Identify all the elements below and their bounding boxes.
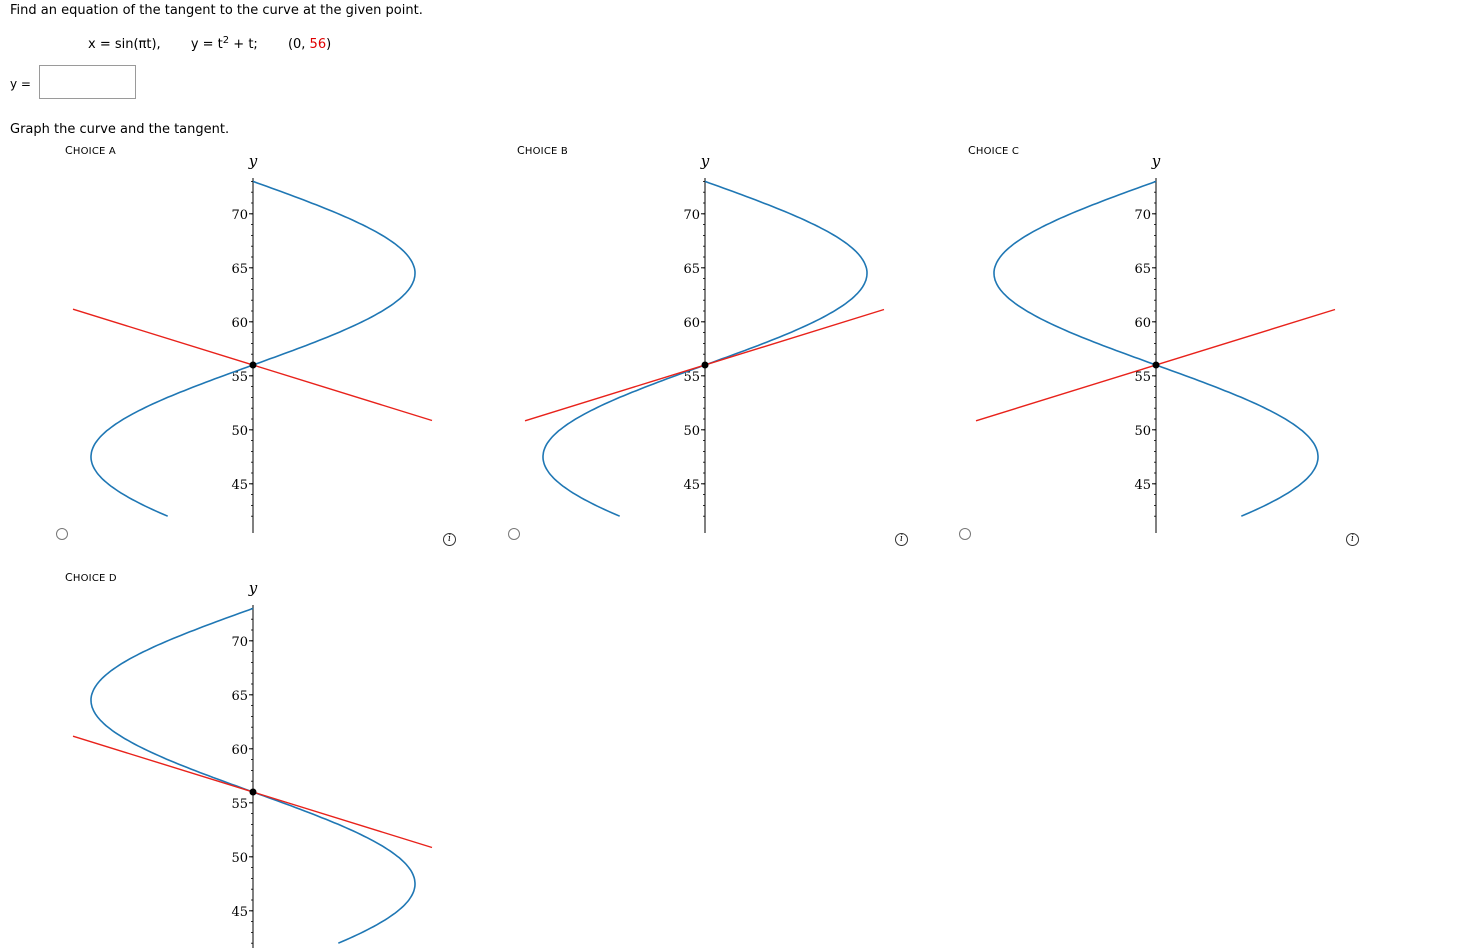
- choice-d-label-rest: HOICE D: [72, 573, 117, 584]
- y-tick-label: 70: [231, 635, 248, 650]
- given-point-value: 56: [309, 37, 327, 53]
- tangent-point: [701, 361, 709, 369]
- choice-d-label-initial: C: [65, 571, 73, 584]
- parametric-curve: [90, 607, 416, 944]
- y-tick-label: 60: [1134, 316, 1151, 331]
- y-axis-label: y: [700, 152, 710, 170]
- choice-a-label-initial: C: [65, 144, 73, 157]
- y-tick-label: 60: [231, 743, 248, 758]
- choice-c-label-rest: HOICE C: [975, 146, 1020, 157]
- y-tick-label: 65: [231, 689, 248, 704]
- parametric-curve: [90, 180, 416, 517]
- y-tick-label: 60: [683, 316, 700, 331]
- choice-c-radio[interactable]: [959, 528, 971, 540]
- question-prompt: Find an equation of the tangent to the c…: [10, 3, 423, 18]
- given-point: (0, 56): [288, 37, 331, 52]
- x-equation: x = sin(πt),: [88, 37, 161, 53]
- y-tick-label: 45: [231, 905, 248, 920]
- y-tick-label: 70: [1134, 208, 1151, 223]
- choice-c-label-initial: C: [968, 144, 976, 157]
- y-tick-label: 55: [683, 370, 700, 385]
- y-tick-label: 65: [683, 262, 700, 277]
- choice-a-label: CHOICE A: [65, 144, 116, 157]
- tangent-point: [1152, 361, 1160, 369]
- y-tick-label: 55: [231, 370, 248, 385]
- given-point-open: (0,: [287, 37, 310, 53]
- y-equation-base: y = t: [190, 37, 223, 53]
- y-tick-label: 45: [231, 478, 248, 493]
- choice-d-label: CHOICE D: [65, 571, 117, 584]
- y-tick-label: 70: [683, 208, 700, 223]
- answer-label: y =: [10, 77, 31, 91]
- choice-b-label: CHOICE B: [517, 144, 568, 157]
- choice-c-info-icon[interactable]: i: [1346, 533, 1359, 546]
- y-equation-exponent: 2: [222, 35, 230, 46]
- y-axis-label: y: [1151, 152, 1161, 170]
- y-axis-label: y: [248, 152, 258, 170]
- y-tick-label: 60: [231, 316, 248, 331]
- y-tick-label: 50: [231, 851, 248, 866]
- y-equation: y = t2 + t;: [191, 35, 258, 52]
- choice-a-graph: 70 65 60 55 50 45 y: [72, 152, 433, 533]
- choice-b-label-initial: C: [517, 144, 525, 157]
- choice-a-label-rest: HOICE A: [72, 146, 116, 157]
- choice-c-label: CHOICE C: [968, 144, 1019, 157]
- y-tick-label: 65: [231, 262, 248, 277]
- tangent-equation-input[interactable]: [39, 65, 136, 99]
- y-tick-label: 65: [1134, 262, 1151, 277]
- y-tick-label: 55: [1134, 370, 1151, 385]
- y-axis-label: y: [248, 579, 258, 597]
- choice-d-graph: 70 65 60 55 50 45 y: [72, 579, 433, 948]
- choice-a-info-icon[interactable]: i: [443, 533, 456, 546]
- graph-prompt: Graph the curve and the tangent.: [10, 122, 230, 137]
- y-tick-label: 55: [231, 797, 248, 812]
- y-tick-label: 50: [231, 424, 248, 439]
- y-tick-label: 45: [1134, 478, 1151, 493]
- parametric-curve: [542, 180, 868, 517]
- choice-b-label-rest: HOICE B: [524, 146, 568, 157]
- parametric-curve: [993, 180, 1319, 517]
- choice-a-radio[interactable]: [56, 528, 68, 540]
- parametric-equations: x = sin(πt), y = t2 + t; (0, 56): [88, 35, 331, 52]
- choice-c-graph: 70 65 60 55 50 45 y: [975, 152, 1336, 533]
- tangent-point: [249, 788, 257, 796]
- tangent-point: [249, 361, 257, 369]
- given-point-close: ): [326, 37, 332, 53]
- y-equation-tail: + t;: [229, 37, 258, 53]
- y-tick-label: 50: [683, 424, 700, 439]
- y-tick-label: 70: [231, 208, 248, 223]
- choice-b-info-icon[interactable]: i: [895, 533, 908, 546]
- y-tick-label: 45: [683, 478, 700, 493]
- y-tick-label: 50: [1134, 424, 1151, 439]
- choice-b-radio[interactable]: [508, 528, 520, 540]
- choice-b-graph: 70 65 60 55 50 45 y: [524, 152, 885, 533]
